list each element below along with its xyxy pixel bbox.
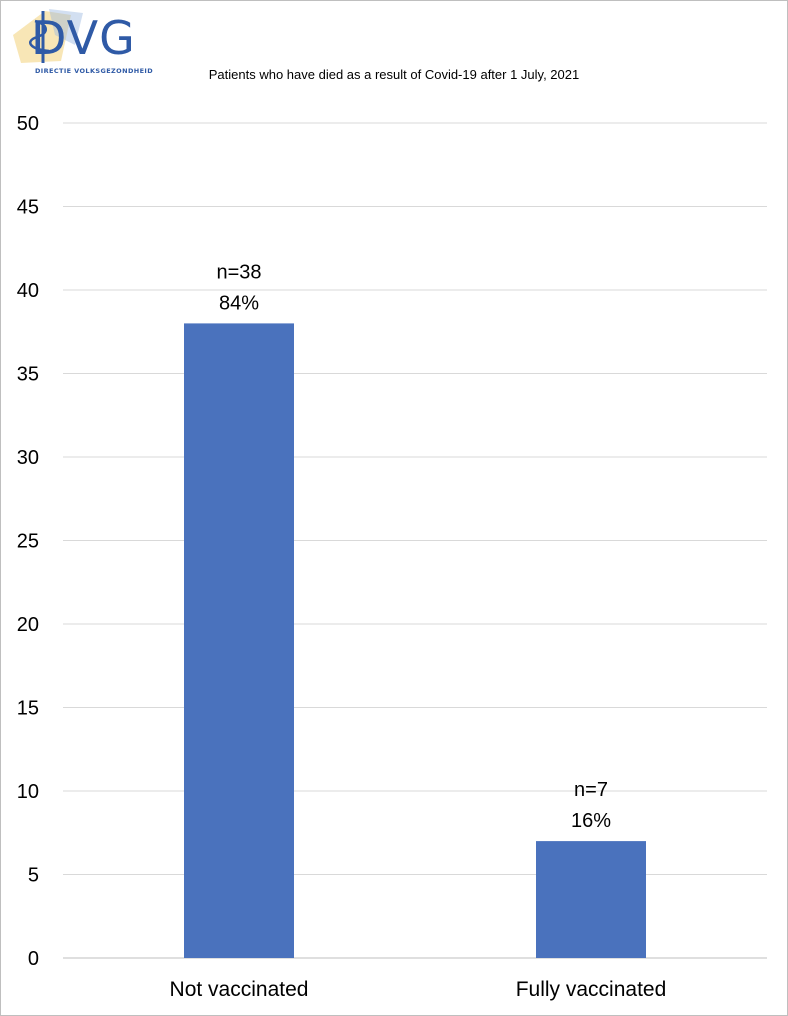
y-tick-label: 30 <box>17 447 39 469</box>
data-label-percent: 84% <box>219 292 259 314</box>
y-tick-label: 10 <box>17 781 39 803</box>
data-label-count: n=7 <box>574 779 608 801</box>
dvg-logo-emblem-icon <box>13 9 83 63</box>
y-tick-label: 20 <box>17 614 39 636</box>
bar <box>184 323 294 958</box>
y-tick-label: 25 <box>17 531 39 553</box>
y-tick-label: 45 <box>17 197 39 219</box>
data-label-percent: 16% <box>571 810 611 832</box>
logo-subtitle: DIRECTIE VOLKSGEZONDHEID <box>35 67 154 75</box>
chart-title: Patients who have died as a result of Co… <box>208 67 580 82</box>
x-category-label: Fully vaccinated <box>516 978 667 1001</box>
logo-wordmark: DVG <box>31 11 136 65</box>
y-tick-label: 40 <box>17 280 39 302</box>
y-tick-label: 5 <box>28 865 39 887</box>
bar <box>536 841 646 958</box>
y-tick-label: 0 <box>28 948 39 970</box>
data-label-count: n=38 <box>216 261 261 283</box>
y-tick-label: 35 <box>17 364 39 386</box>
y-tick-label: 15 <box>17 698 39 720</box>
y-tick-label: 50 <box>17 113 39 135</box>
x-category-label: Not vaccinated <box>170 978 309 1001</box>
dvg-logo: DVG DIRECTIE VOLKSGEZONDHEID <box>9 5 159 79</box>
